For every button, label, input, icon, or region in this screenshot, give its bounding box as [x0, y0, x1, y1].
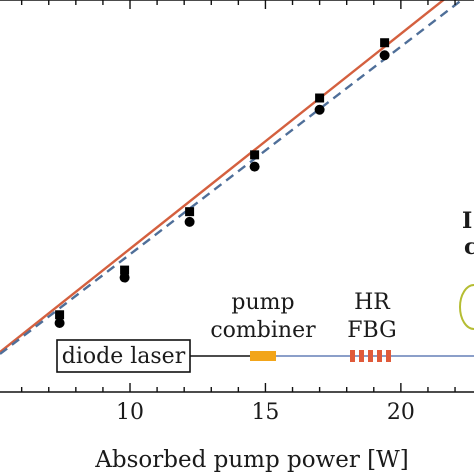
cut-off-label-2: c: [464, 234, 474, 260]
x-tick-label: 20: [387, 400, 415, 425]
data-points: [54, 38, 390, 329]
circle-marker: [314, 104, 325, 115]
fit-line-solid: [0, 0, 446, 353]
x-tick-label: 15: [251, 400, 279, 425]
combiner-label-line2: combiner: [210, 318, 316, 343]
fit-line-dashed: [0, 0, 464, 355]
diode-laser-box: [56, 339, 191, 373]
fbg-label-line1: HR: [354, 290, 391, 315]
fbg-label-line2: FBG: [347, 318, 396, 343]
fbg-grating-mark: [386, 350, 391, 362]
output-coupler-outline: [459, 284, 474, 330]
setup-schematic: diode laser pump combiner HR FBG I c: [56, 208, 474, 373]
x-axis-label: Absorbed pump power [W]: [94, 447, 409, 473]
fbg-grating-mark: [368, 350, 373, 362]
circle-marker: [119, 272, 130, 283]
circle-marker: [54, 318, 65, 329]
pump-combiner-block: [250, 351, 276, 361]
square-marker: [250, 150, 260, 160]
fbg-grating-mark: [377, 350, 382, 362]
x-axis-ticks: 10 15 20: [20, 0, 456, 425]
square-marker: [185, 207, 195, 217]
square-marker: [315, 93, 325, 103]
square-marker: [380, 38, 390, 48]
circle-marker: [379, 50, 390, 61]
cut-off-label-1: I: [462, 208, 472, 234]
square-marker: [120, 265, 130, 275]
x-tick-label: 10: [116, 400, 144, 425]
circle-marker: [184, 216, 195, 227]
fbg-grating-mark: [350, 350, 355, 362]
square-marker: [55, 310, 65, 320]
diode-laser-label: diode laser: [62, 344, 186, 369]
fit-lines: [0, 0, 464, 355]
hr-fbg-grating: [350, 350, 391, 362]
fbg-grating-mark: [359, 350, 364, 362]
circle-marker: [249, 161, 260, 172]
combiner-label-line1: pump: [231, 290, 294, 315]
